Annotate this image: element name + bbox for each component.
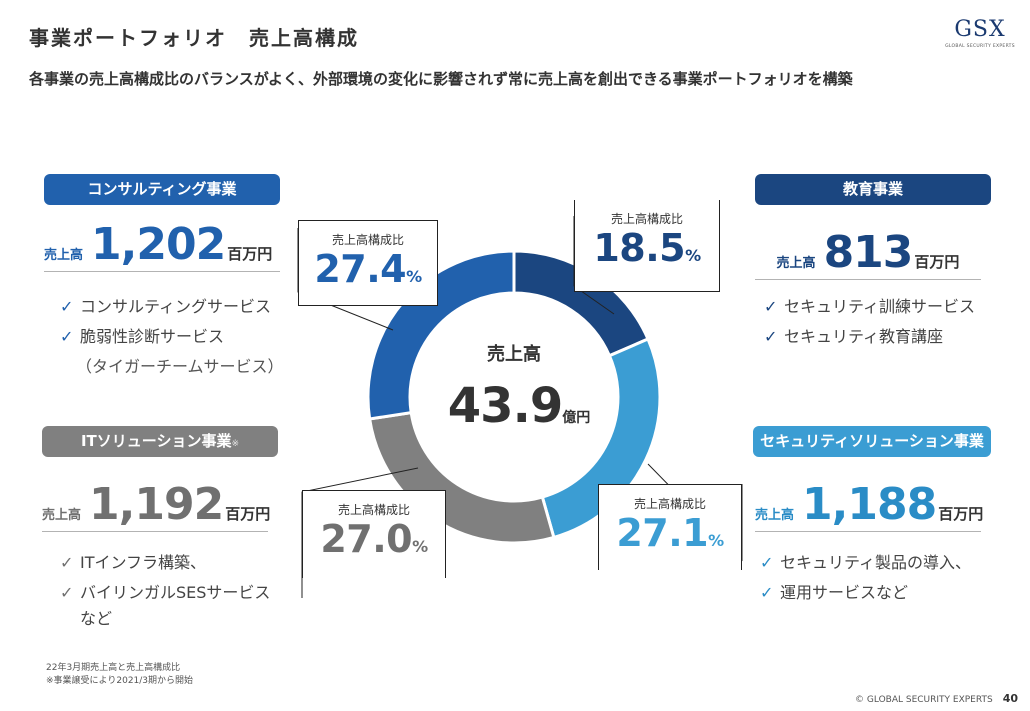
list-item: ✓ バイリンガルSESサービス — [60, 583, 271, 602]
page-footer: © GLOBAL SECURITY EXPERTS 40 — [855, 692, 1018, 705]
donut-center-value: 43.9億円 — [447, 378, 591, 434]
footnotes: 22年3月期売上高と売上高構成比 ※事業譲受により2021/3期から開始 — [46, 662, 193, 688]
ratio-value-consulting: 27.4% — [314, 247, 422, 291]
logo-subtext: GLOBAL SECURITY EXPERTS — [945, 44, 1015, 49]
sales-row-education: 売上高 813 百万円 — [755, 230, 981, 280]
list-item: ✓ 脆弱性診断サービス — [60, 327, 225, 346]
service-list-consulting: ✓ コンサルティングサービス ✓ 脆弱性診断サービス （タイガーチームサービス） — [60, 292, 284, 382]
ratio-box-it-solution: 売上高構成比 27.0% — [302, 490, 446, 578]
list-item: ✓ ITインフラ構築、 — [60, 553, 207, 572]
list-item: ✓ 運用サービスなど — [760, 583, 909, 602]
list-item: ✓ セキュリティ訓練サービス — [764, 297, 976, 316]
ratio-label: 売上高構成比 — [610, 212, 683, 226]
logo-mark: GSX — [954, 17, 1006, 42]
list-item-note: （タイガーチームサービス） — [76, 357, 284, 376]
company-logo: GSX GLOBAL SECURITY EXPERTS — [940, 18, 1020, 54]
donut-slice-consulting — [366, 249, 516, 421]
ratio-value-it-solution: 27.0% — [320, 517, 428, 561]
ratio-value-security-solution: 27.1% — [616, 511, 724, 555]
ratio-label: 売上高構成比 — [337, 503, 410, 517]
segment-title-it-solution: ITソリューション事業※ — [42, 426, 278, 457]
sales-row-consulting: 売上高 1,202 百万円 — [44, 222, 280, 272]
sales-row-security-solution: 売上高 1,188 百万円 — [755, 479, 984, 532]
donut-center-label: 売上高 — [487, 344, 541, 365]
footnote-line: ※事業譲受により2021/3期から開始 — [46, 676, 194, 686]
service-list-security-solution: ✓ セキュリティ製品の導入、 ✓ 運用サービスなど — [760, 548, 971, 608]
service-list-it-solution: ✓ ITインフラ構築、 ✓ バイリンガルSESサービス など — [60, 548, 270, 630]
ratio-box-education: 売上高構成比 18.5% — [574, 200, 720, 292]
copyright: © GLOBAL SECURITY EXPERTS — [855, 695, 993, 705]
ratio-box-consulting: 売上高構成比 27.4% — [298, 220, 438, 306]
ratio-label: 売上高構成比 — [331, 233, 404, 247]
page-title: 事業ポートフォリオ 売上高構成 — [29, 26, 359, 50]
list-item-continuation: など — [80, 609, 113, 628]
segment-title-education: 教育事業 — [755, 174, 991, 205]
ratio-value-education: 18.5% — [593, 226, 701, 270]
service-list-education: ✓ セキュリティ訓練サービス ✓ セキュリティ教育講座 — [764, 292, 975, 352]
sales-row-it-solution: 売上高 1,192 百万円 — [42, 479, 271, 532]
segment-title-security-solution: セキュリティソリューション事業 — [753, 426, 991, 457]
page-subtitle: 各事業の売上高構成比のバランスがよく、外部環境の変化に影響されず常に売上高を創出… — [29, 70, 853, 88]
footnote-line: 22年3月期売上高と売上高構成比 — [46, 663, 181, 673]
page-number: 40 — [1002, 692, 1018, 705]
segment-title-consulting: コンサルティング事業 — [44, 174, 280, 205]
list-item: ✓ コンサルティングサービス — [60, 297, 272, 316]
ratio-box-security-solution: 売上高構成比 27.1% — [598, 484, 742, 570]
list-item: ✓ セキュリティ教育講座 — [764, 327, 944, 346]
ratio-label: 売上高構成比 — [633, 497, 706, 511]
list-item: ✓ セキュリティ製品の導入、 — [760, 553, 972, 572]
